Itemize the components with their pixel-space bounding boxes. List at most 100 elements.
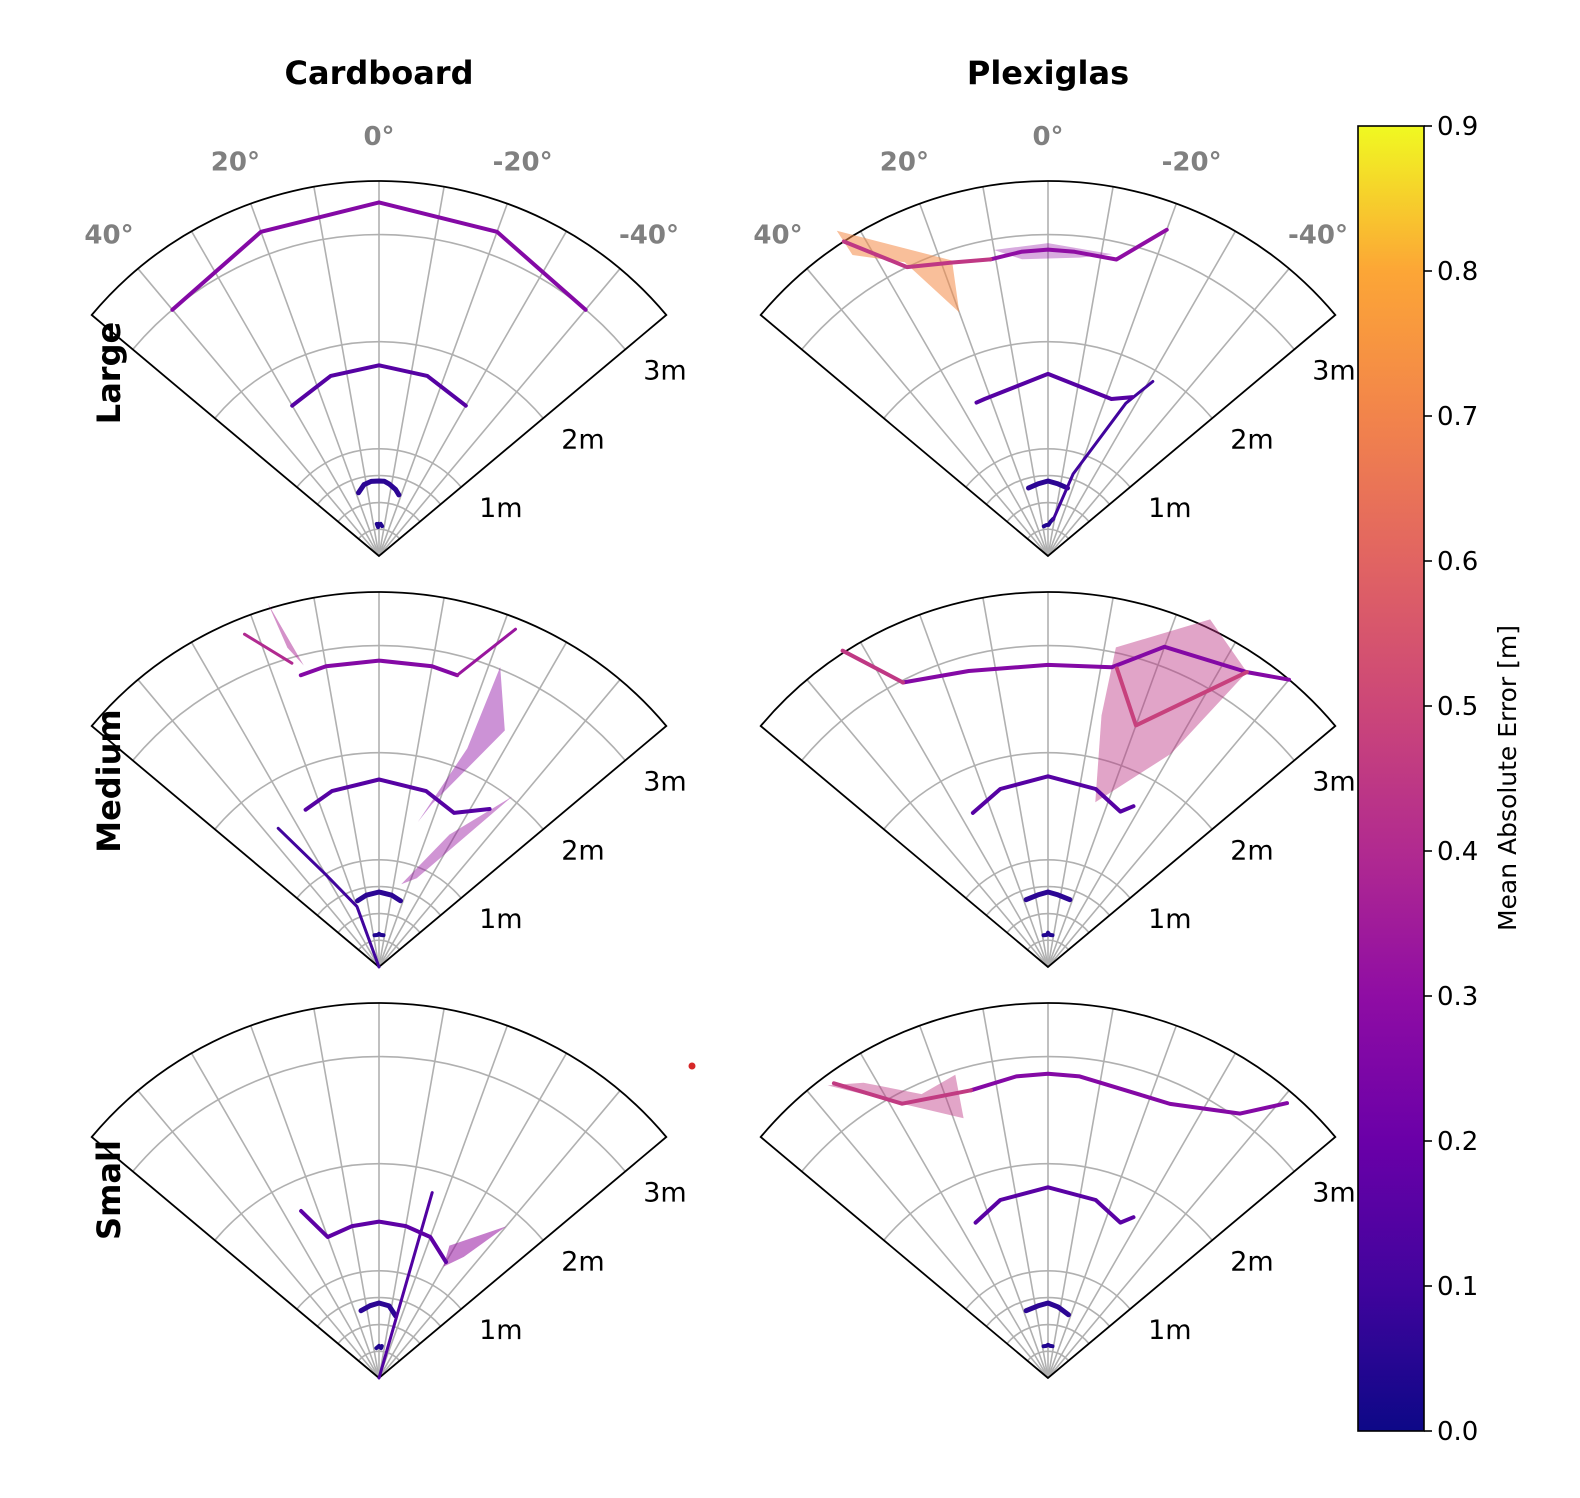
angular-gridline	[1047, 1025, 1178, 1379]
theta-tick-label: 40°	[753, 220, 802, 250]
angular-gridline	[982, 186, 1049, 557]
polar-panel-small-cardboard: 1m 2m 3m	[90, 1002, 687, 1380]
polar-frame	[759, 1002, 1337, 1380]
colorbar: 0.0 0.1 0.2 0.3 0.4 0.5 0.6 0.7 0.8 0.9 Mean Abso…	[1357, 112, 1522, 1447]
theta-tick-label: 0°	[1032, 122, 1063, 152]
angular-gridline	[1047, 597, 1114, 968]
radial-gridline	[1026, 939, 1070, 951]
error-band	[401, 796, 513, 885]
radial-tick-label: 1m	[1148, 904, 1191, 935]
angular-gridline	[313, 597, 380, 968]
radial-gridline	[801, 644, 1295, 761]
column-title-cardboard: Cardboard	[285, 54, 474, 92]
radial-gridline	[965, 1269, 1131, 1310]
radial-gridline	[132, 644, 626, 761]
radial-gridline	[965, 447, 1131, 488]
radial-gridline	[337, 501, 421, 523]
radial-gridline	[316, 1296, 442, 1327]
error-band	[827, 1074, 964, 1119]
estimate-line	[831, 1081, 973, 1106]
radial-tick-label: 1m	[479, 493, 522, 524]
angular-gridline	[859, 1052, 1049, 1379]
radial-gridline	[883, 1162, 1213, 1241]
estimate-line	[1023, 889, 1073, 903]
theta-tick-label: 40°	[84, 220, 133, 250]
estimate-line	[1026, 478, 1070, 491]
angular-gridline	[1047, 203, 1178, 557]
row-title-small: Small	[90, 1140, 128, 1240]
polar-frame	[759, 180, 1337, 558]
radial-gridline	[801, 1055, 1295, 1172]
estimate-line	[374, 1343, 384, 1351]
angular-gridline	[190, 1052, 380, 1379]
error-band	[417, 667, 505, 823]
radial-gridline	[883, 751, 1213, 830]
radial-gridline	[357, 939, 401, 951]
radial-tick-label: 1m	[479, 1315, 522, 1346]
angular-gridline	[378, 230, 568, 557]
radial-gridline	[985, 885, 1111, 916]
radial-gridline	[214, 1162, 544, 1241]
angular-gridline	[313, 1008, 380, 1379]
colorbar-tick-label: 0.4	[1437, 837, 1478, 867]
angular-gridline	[190, 230, 380, 557]
radial-gridline	[316, 474, 442, 505]
radial-gridline	[801, 233, 1295, 350]
radial-gridline	[132, 1055, 626, 1172]
polar-panel-medium-cardboard: 1m 2m 3m	[90, 591, 687, 969]
polar-frame	[90, 1002, 668, 1380]
radial-gridline	[214, 340, 544, 419]
error-band	[267, 603, 304, 666]
polar-frame	[90, 591, 668, 969]
angular-gridline	[806, 268, 1049, 557]
radial-tick-label: 2m	[1230, 424, 1273, 455]
colorbar-tick-label: 0.8	[1437, 257, 1478, 287]
radial-tick-label: 3m	[643, 766, 686, 797]
estimate-line	[840, 648, 905, 685]
radial-gridline	[357, 528, 401, 540]
angular-gridline	[378, 641, 568, 968]
radial-tick-label: 1m	[1148, 1315, 1191, 1346]
radial-tick-label: 2m	[561, 424, 604, 455]
radial-gridline	[1026, 528, 1070, 540]
radial-tick-label: 2m	[561, 835, 604, 866]
radial-gridline	[965, 858, 1131, 899]
colorbar-tick-label: 0.2	[1437, 1127, 1478, 1157]
angular-gridline	[137, 679, 380, 968]
radial-tick-label: 2m	[561, 1246, 604, 1277]
radial-tick-label: 3m	[643, 355, 686, 386]
polar-frame	[759, 591, 1337, 969]
radial-gridline	[1006, 1323, 1090, 1345]
angular-gridline	[378, 1025, 509, 1379]
error-band	[1095, 619, 1247, 803]
angular-gridline	[249, 203, 380, 557]
colorbar-tick-label: 0.5	[1437, 692, 1478, 722]
radial-gridline	[1026, 1350, 1070, 1362]
radial-tick-label: 2m	[1230, 1246, 1273, 1277]
theta-tick-label: -40°	[619, 220, 679, 250]
estimate-line	[298, 658, 460, 678]
angular-gridline	[378, 597, 445, 968]
angular-gridline	[190, 641, 380, 968]
angular-gridline	[859, 641, 1049, 968]
angular-gridline	[1047, 186, 1114, 557]
angular-gridline	[918, 1025, 1049, 1379]
colorbar-ticks: 0.0 0.1 0.2 0.3 0.4 0.5 0.6 0.7 0.8 0.9	[1424, 112, 1478, 1447]
theta-tick-label: -20°	[1162, 147, 1222, 177]
polar-panel-large-cardboard: 40° 20° 0° -20° -40° 1m 2m 3m	[84, 122, 687, 558]
angular-gridline	[137, 268, 380, 557]
estimate-line	[356, 478, 402, 498]
radial-gridline	[316, 885, 442, 916]
estimate-line	[973, 1185, 1136, 1225]
theta-tick-label: -40°	[1288, 220, 1348, 250]
angular-gridline	[1047, 641, 1237, 968]
radial-gridline	[1006, 501, 1090, 523]
angular-gridline	[378, 203, 509, 557]
estimate-line	[455, 627, 517, 677]
angular-gridline	[1047, 1090, 1290, 1379]
radial-gridline	[296, 447, 462, 488]
colorbar-tick-label: 0.7	[1437, 402, 1478, 432]
estimate-line	[1041, 516, 1056, 529]
polar-panel-small-plexiglas: 1m 2m 3m	[759, 1002, 1356, 1380]
radial-tick-label: 3m	[1312, 355, 1355, 386]
